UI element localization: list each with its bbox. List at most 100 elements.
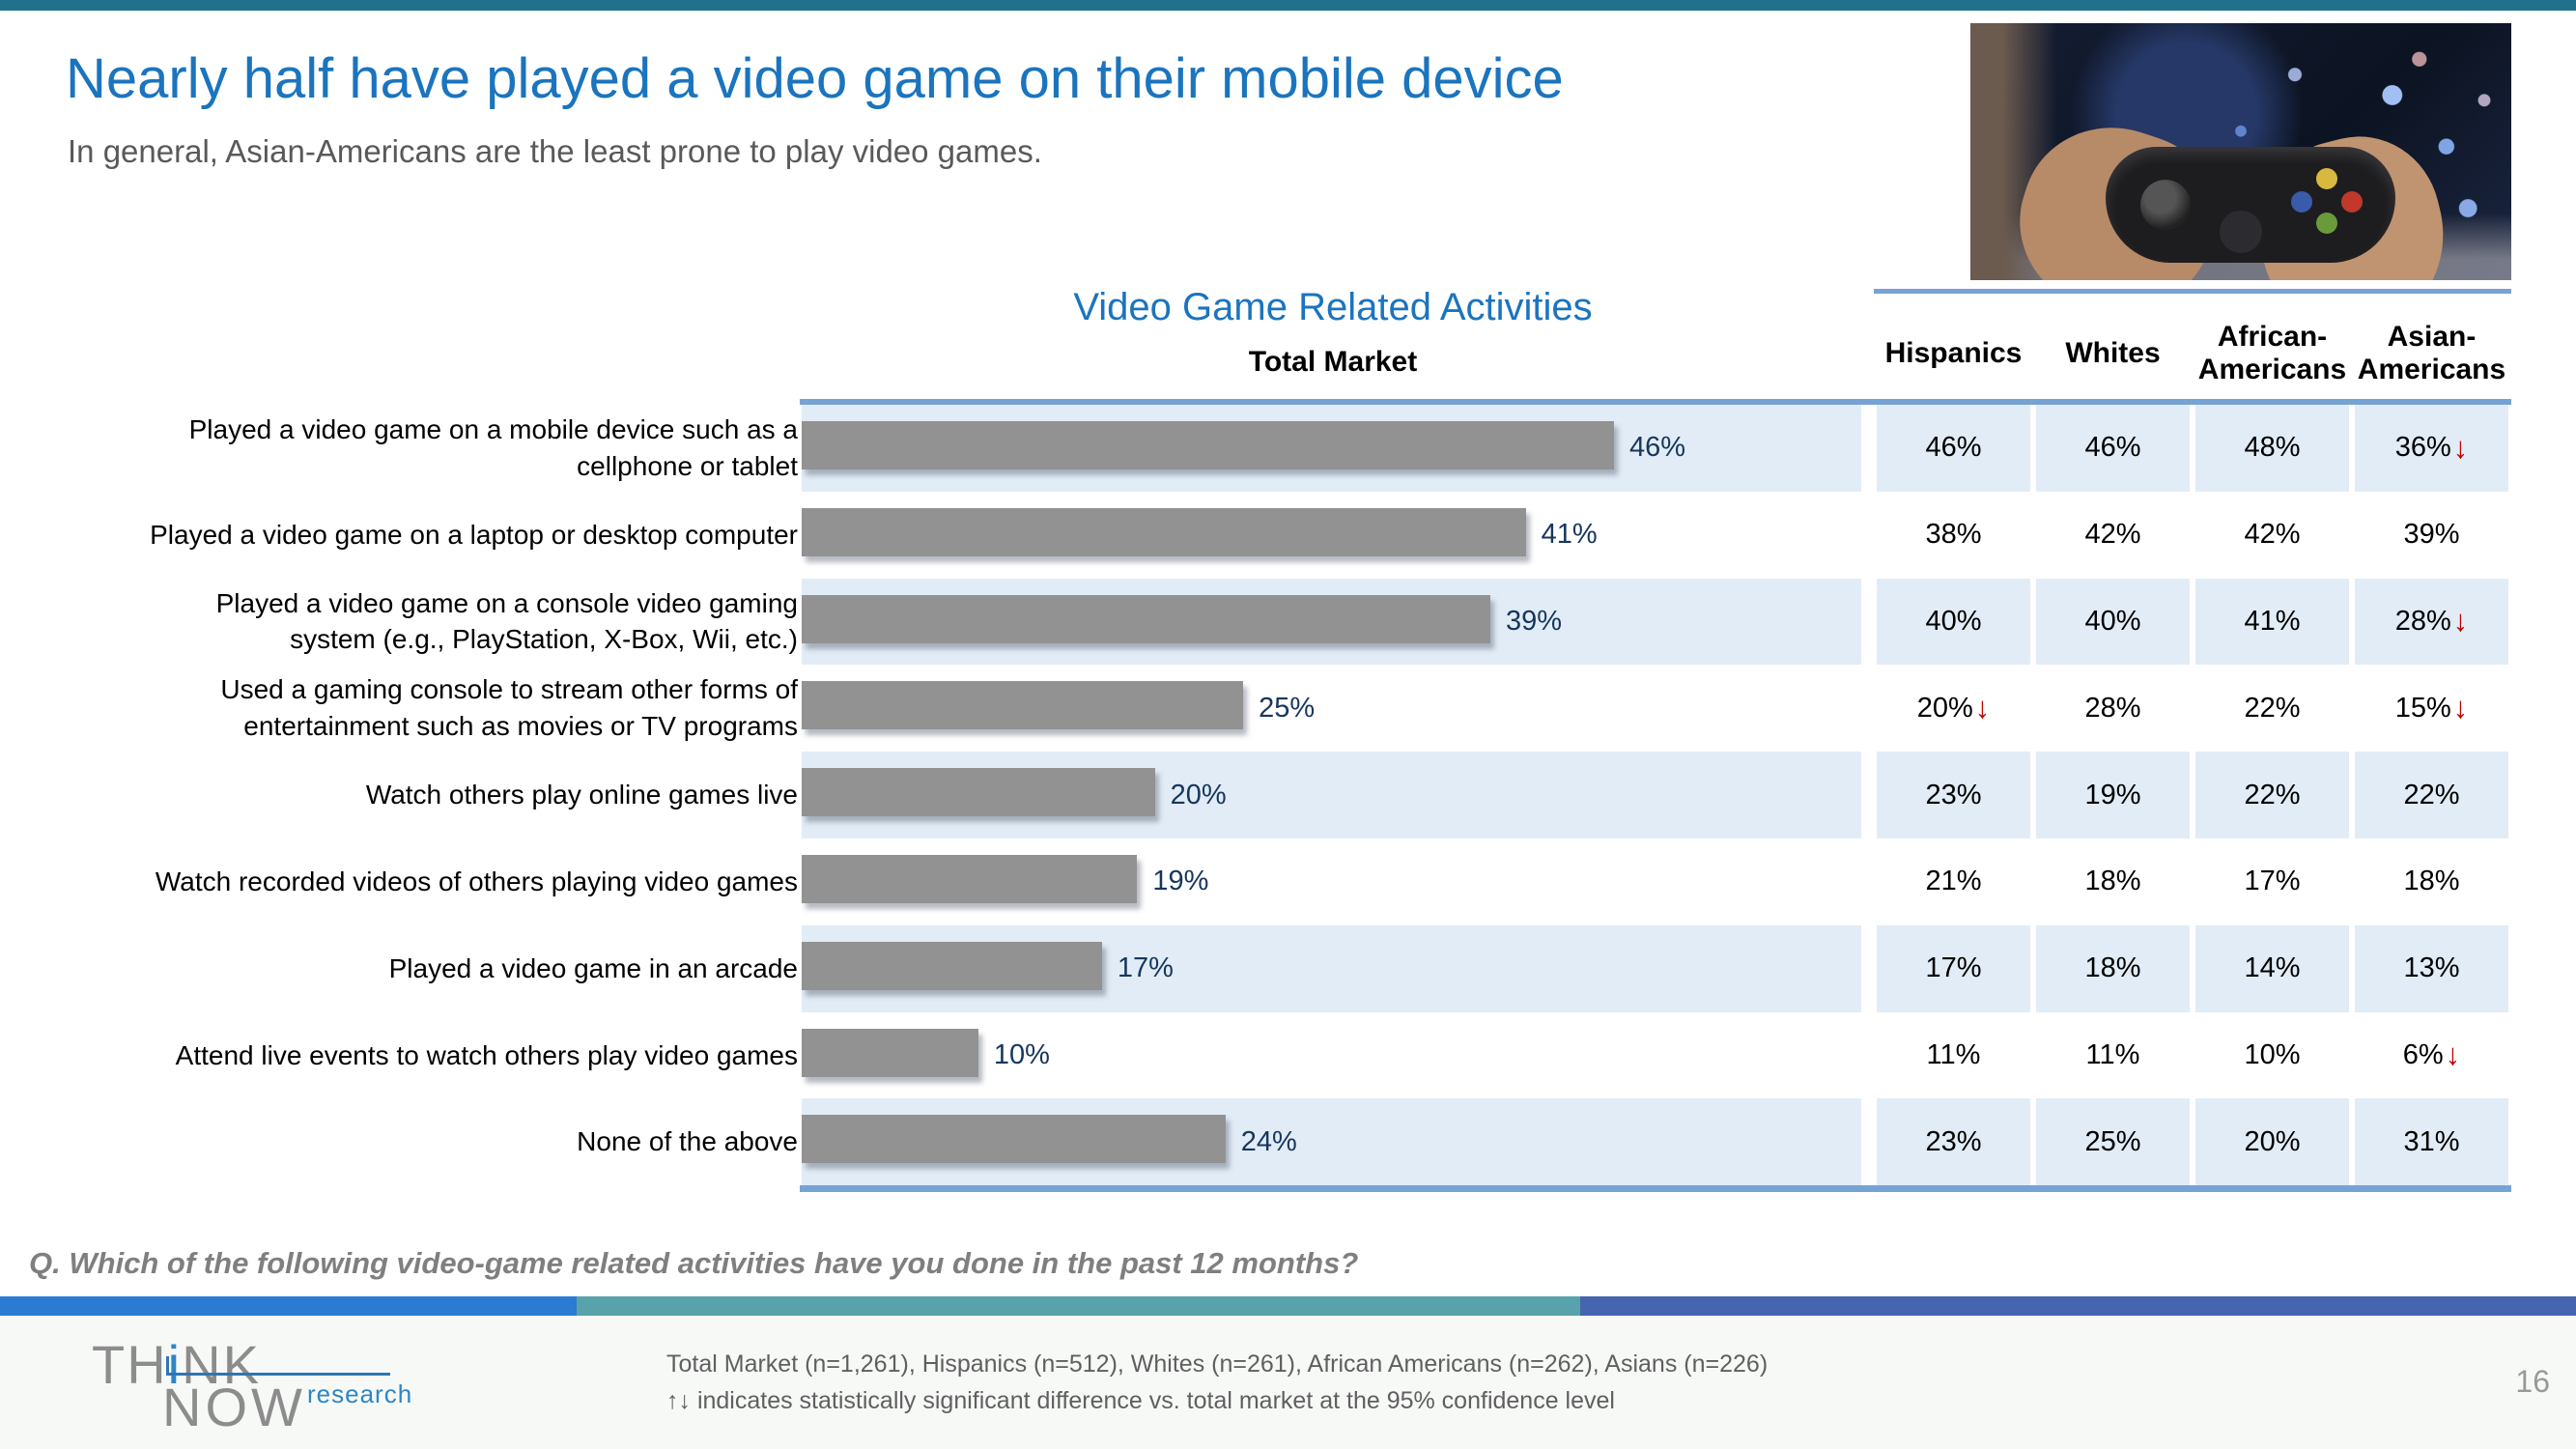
table-cell-asianamericans: 22%: [2355, 752, 2508, 838]
cell-value: 46%: [2084, 432, 2141, 464]
page-number: 16: [2515, 1364, 2550, 1399]
column-header-african: African- Americans: [2197, 320, 2347, 386]
cell-value: 40%: [2084, 605, 2141, 637]
footer-stripe-segment-3: [1580, 1296, 2576, 1316]
bar-value-label: 19%: [1152, 866, 1209, 897]
cell-value: 19%: [2084, 779, 2141, 810]
table-top-line: [1874, 289, 2511, 294]
cell-value: 25%: [2084, 1125, 2141, 1157]
logo-blue-i: i: [167, 1334, 183, 1395]
table-cell-africanamericans: 10%: [2195, 1012, 2349, 1099]
table-cell-asianamericans: 28% ↓: [2355, 578, 2508, 666]
table-cell-asianamericans: 18%: [2355, 838, 2508, 925]
total-market-bar: [802, 421, 1615, 469]
total-market-label: Total Market: [1248, 346, 1418, 378]
total-market-bar: [802, 941, 1102, 990]
slide-top-border: [0, 0, 2576, 11]
table-cell-asianamericans: 31%: [2355, 1098, 2508, 1186]
logo-now: NOW: [162, 1377, 306, 1437]
cell-value: 28%: [2084, 692, 2141, 724]
cell-value: 13%: [2403, 952, 2460, 984]
bar-value-label: 20%: [1170, 779, 1227, 810]
category-label: Played a video game on a laptop or deskt…: [150, 519, 798, 550]
table-cell-whites: 18%: [2036, 924, 2190, 1012]
footer-stripe-segment-1: [0, 1296, 577, 1316]
table-cell-africanamericans: 41%: [2195, 578, 2349, 666]
bar-value-label: 46%: [1629, 432, 1686, 464]
cell-value: 22%: [2244, 692, 2301, 724]
table-cell-hispanics: 17%: [1877, 924, 2030, 1012]
table-cell-asianamericans: 15% ↓: [2355, 665, 2508, 752]
cell-value: 10%: [2244, 1038, 2301, 1070]
controller-dpad: [2220, 211, 2262, 253]
category-label: Used a gaming console to stream other fo…: [220, 674, 798, 742]
total-market-bar: [802, 507, 1526, 556]
total-market-bar: [802, 594, 1491, 643]
bar-value-label: 10%: [993, 1038, 1050, 1070]
table-cell-asianamericans: 36% ↓: [2355, 405, 2508, 492]
cell-value: 14%: [2244, 952, 2301, 984]
table-cell-whites: 42%: [2036, 492, 2190, 579]
controller-stick: [2140, 180, 2191, 230]
table-cell-whites: 40%: [2036, 578, 2190, 666]
total-market-bar: [802, 855, 1138, 903]
table-cell-whites: 25%: [2036, 1098, 2190, 1186]
category-label: Watch recorded videos of others playing …: [155, 867, 798, 896]
cell-value: 31%: [2403, 1125, 2460, 1157]
controller-button-icon: [2316, 168, 2337, 189]
cell-value: 41%: [2244, 605, 2301, 637]
category-label: None of the above: [577, 1126, 798, 1157]
cell-value: 23%: [1925, 1125, 1982, 1157]
category-label: Played a video game on a mobile device s…: [188, 414, 798, 481]
cell-value: 36%: [2394, 432, 2451, 464]
table-cell-hispanics: 20% ↓: [1877, 665, 2030, 752]
table-cell-asianamericans: 13%: [2355, 924, 2508, 1012]
table-cell-asianamericans: 6% ↓: [2355, 1012, 2508, 1099]
total-market-bar: [802, 1115, 1226, 1164]
cell-value: 22%: [2244, 779, 2301, 810]
bar-value-label: 41%: [1541, 519, 1598, 551]
controller-photo: [1970, 23, 2511, 280]
cell-value: 40%: [1925, 605, 1982, 637]
logo-line-horizontal: [166, 1373, 390, 1376]
table-cell-africanamericans: 48%: [2195, 405, 2349, 492]
survey-question: Q. Which of the following video-game rel…: [29, 1246, 1359, 1280]
page-title: Nearly half have played a video game on …: [66, 47, 1564, 110]
footer-stripe-segment-2: [577, 1296, 1580, 1316]
footer-background: [0, 1316, 2576, 1449]
table-cell-africanamericans: 17%: [2195, 838, 2349, 925]
total-market-bar: [802, 681, 1244, 730]
bar-value-label: 24%: [1240, 1125, 1297, 1157]
table-cell-whites: 28%: [2036, 665, 2190, 752]
table-cell-whites: 11%: [2036, 1012, 2190, 1099]
table-cell-hispanics: 11%: [1877, 1012, 2030, 1099]
page-subtitle: In general, Asian-Americans are the leas…: [68, 133, 1042, 169]
table-cell-asianamericans: 39%: [2355, 492, 2508, 579]
significance-down-arrow-icon: ↓: [2445, 1037, 2461, 1072]
chart-title: Video Game Related Activities: [1073, 286, 1593, 328]
cell-value: 48%: [2244, 432, 2301, 464]
cell-value: 6%: [2402, 1038, 2444, 1070]
category-label: Played a video game in an arcade: [388, 952, 798, 983]
table-cell-whites: 19%: [2036, 752, 2190, 838]
table-cell-hispanics: 23%: [1877, 752, 2030, 838]
table-cell-africanamericans: 14%: [2195, 924, 2349, 1012]
cell-value: 38%: [1925, 519, 1982, 551]
table-cell-whites: 18%: [2036, 838, 2190, 925]
bar-value-label: 39%: [1506, 605, 1563, 637]
table-cell-africanamericans: 22%: [2195, 752, 2349, 838]
table-cell-hispanics: 23%: [1877, 1098, 2030, 1186]
significance-down-arrow-icon: ↓: [2452, 604, 2469, 639]
table-cell-whites: 46%: [2036, 405, 2190, 492]
logo-think: THiNK: [92, 1334, 261, 1395]
footnote-sample-sizes: Total Market (n=1,261), Hispanics (n=512…: [666, 1350, 1769, 1378]
cell-value: 11%: [2085, 1038, 2140, 1070]
cell-value: 39%: [2403, 519, 2460, 551]
cell-value: 18%: [2403, 866, 2460, 897]
cell-value: 17%: [2244, 866, 2301, 897]
category-label: Watch others play online games live: [365, 780, 798, 810]
controller-button-icon: [2316, 213, 2337, 234]
significance-down-arrow-icon: ↓: [2452, 430, 2469, 465]
cell-value: 42%: [2084, 519, 2141, 551]
